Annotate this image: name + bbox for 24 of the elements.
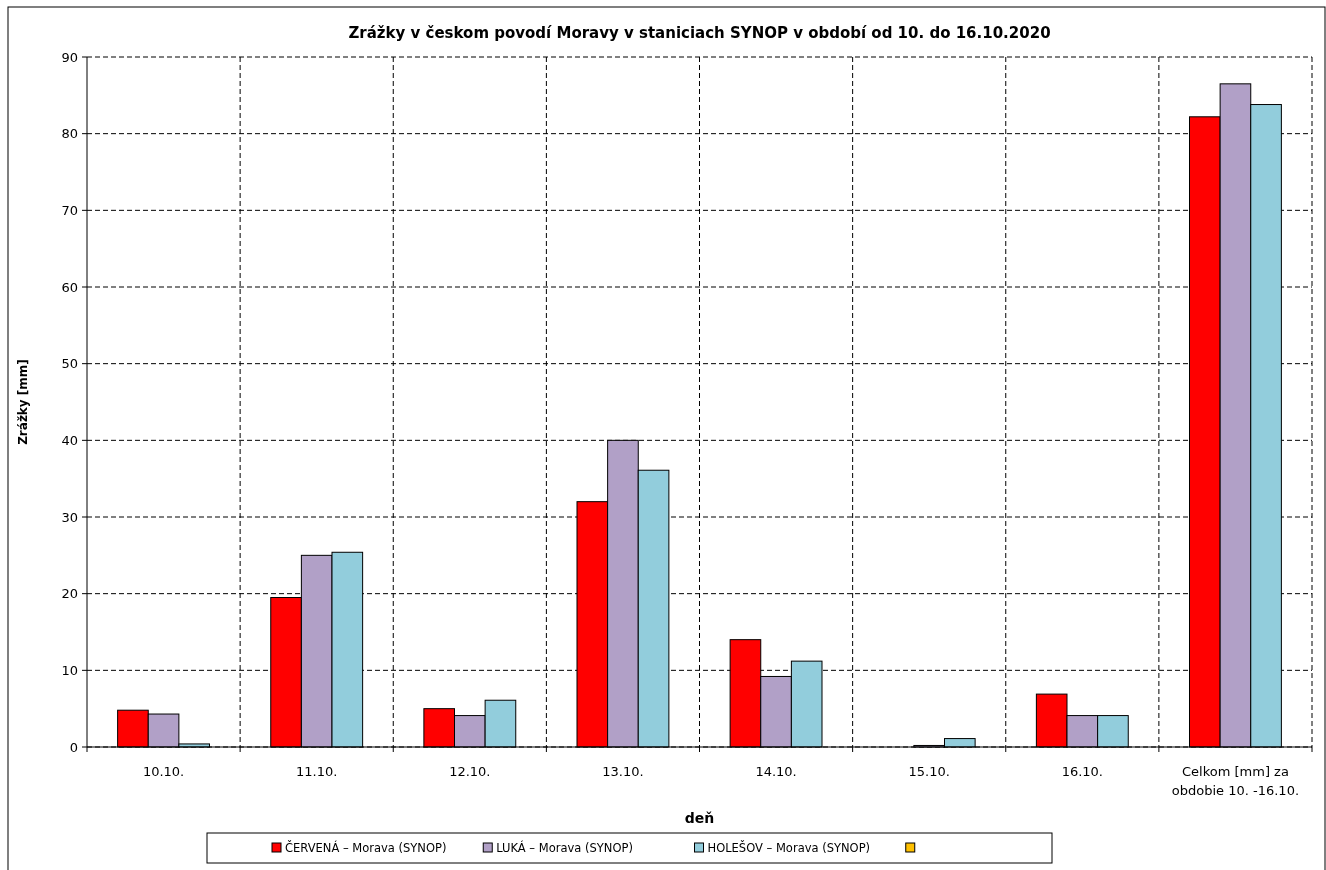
legend-label: HOLEŠOV – Morava (SYNOP) [707,840,871,855]
y-tick-label: 40 [61,432,78,448]
y-tick-label: 0 [69,739,78,755]
x-tick-label: 16.10. [1061,764,1103,779]
y-tick-label: 70 [61,202,78,218]
y-axis-title: Zrážky [mm] [16,359,30,445]
y-tick-label: 20 [61,586,78,602]
chart-title: Zrážky v českom povodí Moravy v staniciach SYNOP v období od 10. do 16.10.2020 [348,24,1051,42]
y-tick-label: 60 [61,279,78,295]
legend-label: LUKÁ – Morava (SYNOP) [496,840,633,855]
y-tick-label: 10 [61,662,78,678]
x-tick-label: 15.10. [908,764,950,779]
y-tick-label: 80 [61,126,78,142]
x-axis-title: deň [684,810,715,826]
x-tick-label: 14.10. [755,764,797,779]
y-tick-label: 90 [61,49,78,65]
legend-label: ČERVENÁ – Morava (SYNOP) [285,840,447,855]
x-tick-label: Celkom [mm] za obdobie 10. -16.10. [1171,764,1300,798]
x-tick-label: 10.10. [142,764,185,779]
x-tick-label: 11.10. [296,764,338,779]
x-tick-label: 12.10. [449,764,491,779]
y-tick-label: 50 [61,356,78,372]
x-tick-label: 13.10. [602,764,644,779]
y-tick-label: 30 [61,509,78,525]
